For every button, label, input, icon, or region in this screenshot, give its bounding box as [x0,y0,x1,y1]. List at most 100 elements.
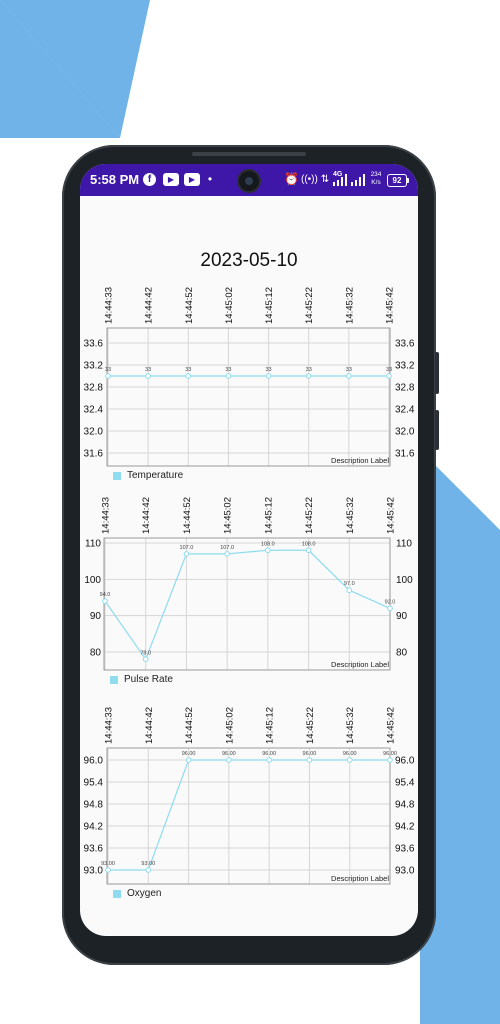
y-tick-label-right: 32.8 [395,383,415,394]
data-point[interactable] [226,757,232,763]
data-point[interactable] [224,551,230,557]
y-tick-label-right: 32.0 [395,427,415,438]
y-tick-label-right: 93.6 [395,844,415,855]
data-label: 93.00 [101,861,115,867]
power-button [435,352,439,394]
description-label: Description Label [331,660,389,669]
data-point[interactable] [185,373,192,379]
y-tick-label-left: 94.2 [84,822,104,833]
battery-icon: 92 [387,174,409,187]
x-tick-label: 14:45:12 [265,707,276,744]
y-tick-label-left: 93.6 [84,844,104,855]
x-tick-label: 14:45:42 [386,497,397,534]
front-camera [239,171,259,191]
data-point[interactable] [346,757,353,763]
oxygen-chart[interactable]: 14:44:33 14:44:42 14:44:52 14:45:02 14:45:12… [80,698,418,908]
x-tick-label: 14:45:42 [385,287,396,324]
data-point[interactable] [102,598,108,604]
data-point[interactable] [305,373,312,379]
youtube-icon: ▶ [184,173,200,186]
description-label: Description Label [331,456,389,465]
data-label: 33 [145,367,151,373]
y-tick-label-left: 93.0 [84,866,104,877]
x-tick-label: 14:44:33 [104,707,115,744]
y-tick-label-right: 33.2 [395,361,415,372]
phone-screen: 5:58 PM f ▶ ▶ • ⏰ ((•)) ⇅ 4G 234 K/s 92 … [80,164,418,936]
data-label: 107.0 [180,545,194,551]
data-label: 33 [225,367,231,373]
data-point[interactable] [387,605,393,612]
temperature-chart[interactable]: 14:44:33 14:44:42 14:44:52 14:45:02 14:45:12… [80,276,418,486]
data-point[interactable] [145,867,152,873]
data-point[interactable] [183,551,190,557]
data-point[interactable] [346,373,352,379]
data-label: 33 [266,367,272,373]
date-title: 2023-05-10 [200,250,298,271]
data-point[interactable] [265,547,271,554]
x-tick-label: 14:44:52 [182,497,193,534]
legend-swatch [110,675,118,684]
status-time: 5:58 PM [90,172,140,187]
x-tick-label: 14:44:33 [101,497,112,534]
data-label: 96.00 [182,751,196,757]
dot-icon: • [207,172,213,186]
y-tick-label-left: 100 [84,575,101,586]
legend-label: Oxygen [127,888,162,899]
x-tick-label: 14:45:32 [345,707,356,744]
x-tick-label: 14:45:22 [304,287,315,324]
chart-legend: Temperature [113,470,183,481]
series-line [108,759,390,871]
data-point[interactable] [387,757,393,763]
y-tick-label-left: 33.6 [84,339,104,350]
y-tick-label-left: 96.0 [84,756,104,767]
chart-legend: Pulse Rate [110,674,173,685]
x-tick-label: 14:45:12 [264,287,275,324]
network-speed: 234 K/s [369,171,383,187]
y-tick-label-right: 32.4 [395,405,415,416]
y-tick-label-right: 31.6 [395,449,415,460]
data-label: 96.00 [222,751,236,757]
data-point[interactable] [185,757,192,763]
y-tick-label-left: 110 [85,539,101,550]
legend-swatch [113,471,121,480]
legend-label: Pulse Rate [124,674,173,685]
status-bar: 5:58 PM f ▶ ▶ • ⏰ ((•)) ⇅ 4G 234 K/s 92 [80,164,418,196]
data-point[interactable] [306,757,313,763]
y-tick-label-left: 80 [90,648,102,659]
data-label: 108.0 [261,541,275,547]
data-point[interactable] [305,547,312,554]
data-point[interactable] [266,757,272,763]
youtube-icon: ▶ [163,173,179,186]
data-point[interactable] [145,373,151,379]
y-tick-label-right: 95.4 [395,778,415,789]
chart-legend: Oxygen [113,888,161,899]
y-tick-label-right: 96.0 [395,756,415,767]
y-tick-label-right: 100 [396,575,413,586]
x-tick-label: 14:44:52 [184,707,195,744]
data-label: 33 [386,367,392,373]
data-point[interactable] [265,373,272,379]
earpiece-speaker [192,152,306,156]
chart-canvas: 14:44:33 14:44:42 14:44:52 14:45:02 14:45:12… [84,287,415,467]
pulse-rate-chart[interactable]: 14:44:33 14:44:42 14:44:52 14:45:02 14:45:12… [80,486,418,698]
y-tick-label-left: 32.0 [84,427,104,438]
data-point[interactable] [105,867,111,873]
y-tick-label-left: 32.8 [84,383,104,394]
data-point[interactable] [225,373,232,379]
x-tick-label: 14:45:32 [345,497,356,534]
data-label: 33 [185,367,191,373]
data-transfer-icon: ⇅ [320,174,330,185]
speed-value: 234 [370,171,382,178]
data-point[interactable] [386,373,392,379]
data-label: 107.0 [220,545,234,551]
x-tick-label: 14:45:42 [386,707,397,744]
plot-border [103,537,391,671]
y-tick-label-right: 80 [396,648,408,659]
x-tick-label: 14:44:33 [104,287,115,324]
data-point[interactable] [142,656,149,663]
data-point[interactable] [105,373,111,379]
hotspot-icon: ((•)) [301,174,318,185]
y-tick-label-left: 32.4 [84,405,104,416]
y-tick-label-left: 94.8 [84,800,104,811]
data-point[interactable] [346,587,353,594]
